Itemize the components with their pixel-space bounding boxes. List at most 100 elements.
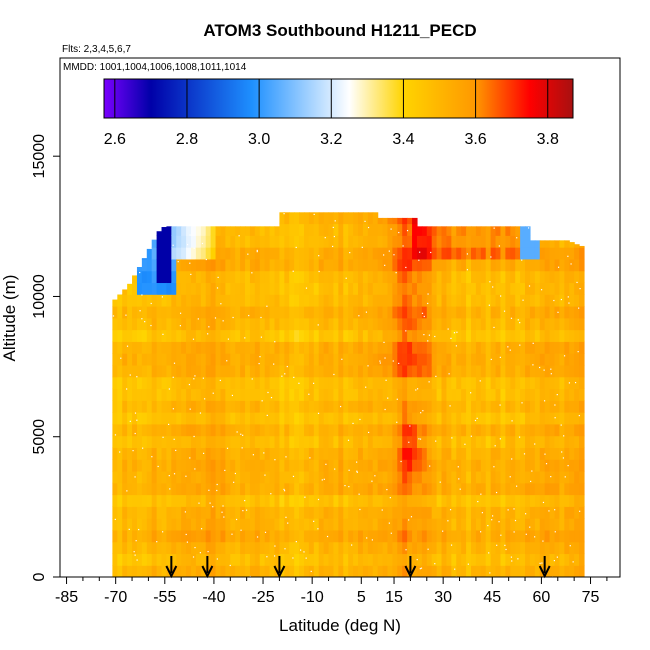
heat-cell — [343, 423, 349, 437]
heat-cell — [186, 329, 192, 342]
heat-cell — [225, 423, 231, 437]
heat-cell — [151, 353, 158, 366]
heat-cell — [313, 258, 320, 272]
heat-cell — [132, 553, 138, 566]
heat-cell — [254, 235, 261, 248]
sample-gap — [428, 381, 430, 383]
heat-cell — [520, 226, 526, 236]
heat-cell — [176, 400, 182, 413]
heat-cell — [127, 283, 133, 295]
heat-cell — [407, 400, 413, 413]
heat-cell — [539, 423, 546, 437]
heat-cell — [534, 435, 541, 448]
heat-cell — [480, 553, 487, 566]
heat-cell — [466, 482, 472, 496]
heat-cell — [515, 482, 521, 496]
heat-cell — [161, 412, 168, 425]
heat-cell — [579, 329, 585, 342]
heat-cell — [505, 376, 511, 390]
heat-cell — [156, 329, 163, 342]
sample-gap — [325, 463, 327, 465]
heat-cell — [367, 518, 374, 531]
heat-cell — [416, 529, 423, 543]
heat-cell — [505, 226, 511, 236]
heat-cell — [186, 459, 192, 472]
heat-cell — [549, 270, 556, 284]
sample-gap — [499, 356, 501, 358]
heat-cell — [303, 400, 310, 413]
heat-cell — [431, 282, 438, 295]
sample-gap — [428, 334, 431, 336]
heat-cell — [416, 518, 423, 531]
heat-cell — [186, 341, 192, 354]
sample-gap — [405, 330, 407, 332]
sample-gap — [286, 365, 288, 368]
heat-cell — [392, 364, 398, 378]
heat-cell — [259, 341, 266, 354]
heat-cell — [397, 235, 403, 248]
heat-cell — [338, 376, 344, 390]
heat-cell — [461, 459, 467, 472]
heat-cell — [480, 494, 487, 507]
sample-gap — [194, 375, 196, 377]
sample-gap — [193, 435, 195, 438]
heat-cell — [220, 506, 226, 519]
heat-cell — [579, 470, 585, 484]
sample-gap — [292, 475, 295, 478]
sample-gap — [395, 272, 397, 274]
heat-cell — [372, 447, 379, 460]
heat-cell — [176, 553, 182, 566]
heat-cell — [416, 506, 423, 519]
heat-cell — [313, 282, 320, 295]
heat-cell — [141, 270, 148, 284]
heat-cell — [520, 447, 526, 460]
heat-cell — [358, 235, 364, 248]
heat-cell — [303, 212, 310, 225]
heat-cell — [294, 235, 300, 248]
heat-cell — [284, 412, 290, 425]
heat-cell — [343, 541, 349, 555]
sample-gap — [509, 349, 511, 351]
heat-cell — [122, 541, 128, 555]
heat-cell — [525, 553, 531, 566]
heat-cell — [274, 306, 281, 319]
heat-cell — [299, 258, 305, 272]
heat-cell — [151, 376, 158, 390]
heat-cell — [161, 270, 168, 284]
heat-cell — [412, 223, 418, 236]
heat-cell — [146, 388, 153, 401]
heat-cell — [564, 518, 570, 531]
heat-cell — [382, 565, 389, 577]
heat-cell — [534, 388, 541, 401]
heat-cell — [372, 317, 379, 331]
heat-cell — [328, 518, 335, 531]
heat-cell — [436, 435, 443, 448]
heat-cell — [515, 447, 521, 460]
heat-cell — [200, 482, 207, 496]
heat-cell — [451, 435, 457, 448]
heat-cell — [117, 400, 123, 413]
heat-cell — [574, 364, 580, 378]
sample-gap — [348, 486, 350, 488]
sample-gap — [245, 509, 248, 511]
heat-cell — [416, 423, 423, 437]
heat-cell — [544, 541, 551, 555]
heat-cell — [205, 235, 212, 248]
sample-gap — [194, 546, 196, 549]
heat-cell — [579, 541, 585, 555]
heat-cell — [195, 506, 202, 519]
heat-cell — [475, 494, 482, 507]
heat-cell — [372, 353, 379, 366]
sample-gap — [572, 561, 574, 563]
heat-cell — [539, 412, 546, 425]
heat-cell — [127, 364, 133, 378]
heat-cell — [146, 423, 153, 437]
heat-cell — [515, 529, 521, 543]
heat-cell — [294, 482, 300, 496]
heat-cell — [426, 518, 433, 531]
heat-cell — [186, 494, 192, 507]
heat-cell — [230, 306, 236, 319]
heat-cell — [146, 270, 153, 284]
heat-cell — [161, 435, 168, 448]
heat-cell — [431, 353, 438, 366]
